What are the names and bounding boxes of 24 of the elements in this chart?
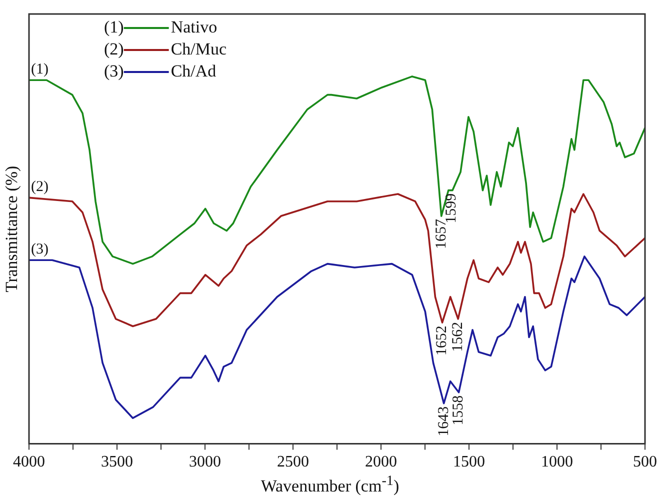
text: (1) xyxy=(104,17,124,36)
y-axis-title: Transmittance (%) xyxy=(2,166,22,292)
x-tick-label: 1500 xyxy=(453,454,485,471)
annotation: (3) xyxy=(31,242,48,258)
x-tick-label: 3500 xyxy=(101,454,133,471)
x-tick-label: 1000 xyxy=(541,454,573,471)
x-tick-label: 500 xyxy=(633,454,657,471)
annotation: (1) xyxy=(31,62,48,78)
annotation: (2) xyxy=(31,179,48,196)
legend-label: Nativo xyxy=(170,17,218,36)
annotation: 1562 xyxy=(450,322,466,352)
annotation: 1599 xyxy=(444,193,460,224)
annotation: 1643 xyxy=(436,406,452,436)
text: (2) xyxy=(104,39,124,58)
x-tick-label: 2500 xyxy=(277,454,309,471)
x-axis-title: Wavenumber (cm$^{-1}$) xyxy=(260,473,400,497)
x-tick-label: 3000 xyxy=(189,454,221,471)
legend-label: Ch/Ad xyxy=(170,61,217,80)
x-tick-label: 4000 xyxy=(13,454,45,471)
legend-label: Ch/Muc xyxy=(170,39,227,58)
x-tick-label: 2000 xyxy=(365,454,397,471)
text: (3) xyxy=(104,61,124,80)
annotation: 1652 xyxy=(434,326,450,356)
annotation: 1558 xyxy=(450,395,467,426)
